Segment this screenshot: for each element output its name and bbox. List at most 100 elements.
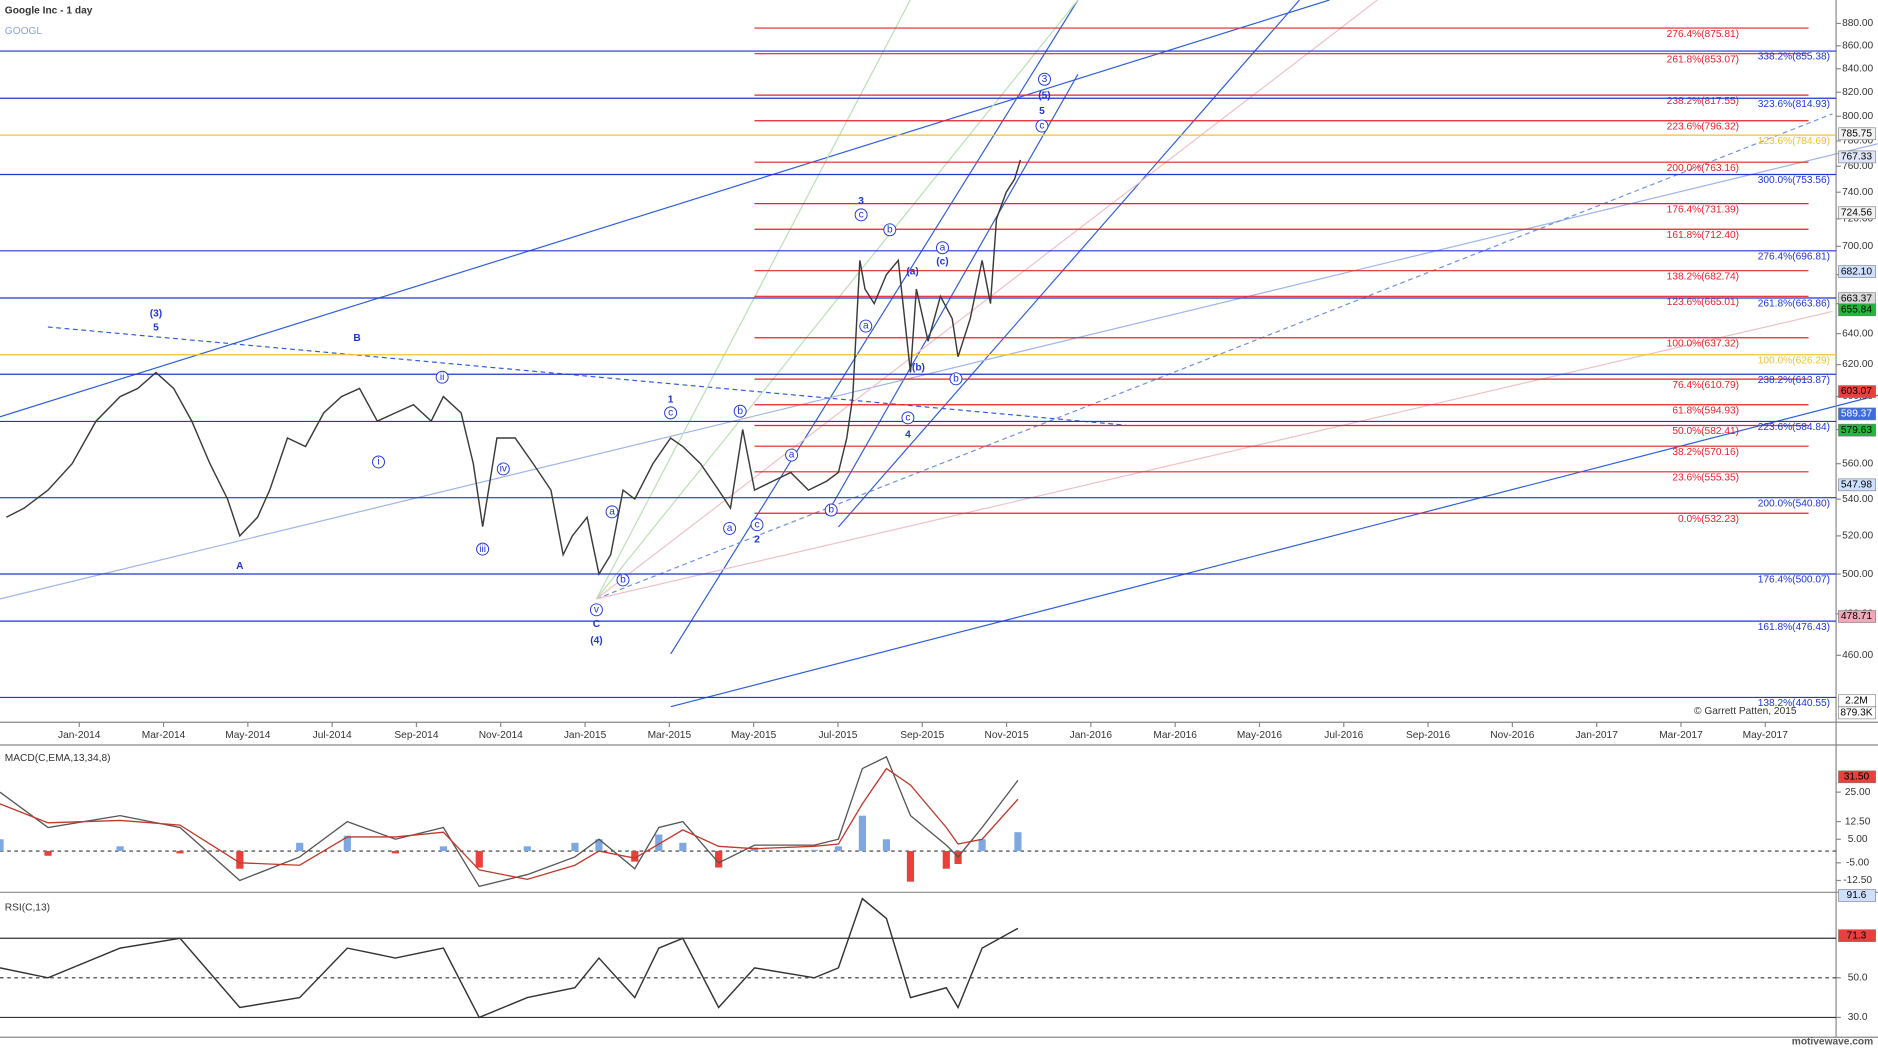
histogram-bar bbox=[116, 846, 124, 852]
wave-label: b bbox=[953, 373, 959, 384]
price-tag-label: 71.3 bbox=[1847, 930, 1867, 941]
fan-line bbox=[596, 0, 1378, 600]
site-credit: motivewave.com bbox=[1792, 1037, 1873, 1048]
y-tick-label: 540.00 bbox=[1842, 494, 1873, 505]
price-tag bbox=[1838, 610, 1876, 623]
wave-circle bbox=[496, 462, 510, 476]
histogram-bar bbox=[1014, 832, 1022, 852]
wave-circle bbox=[733, 404, 747, 418]
x-tick-label: Nov-2014 bbox=[479, 730, 523, 741]
y-tick-label: 560.00 bbox=[1842, 458, 1873, 469]
wave-label: C bbox=[593, 619, 601, 630]
y-tick-label: 760.00 bbox=[1842, 161, 1873, 172]
panel-title: MACD(C,EMA,13,34,8) bbox=[5, 753, 111, 764]
fib-label: 200.0%(763.16) bbox=[1667, 163, 1739, 174]
wave-label: a bbox=[863, 321, 869, 332]
y-tick-label: 840.00 bbox=[1842, 63, 1873, 74]
histogram-bar bbox=[978, 839, 986, 852]
y-tick-label: 820.00 bbox=[1842, 87, 1873, 98]
fib-label: 200.0%(540.80) bbox=[1758, 498, 1830, 509]
fib-label: 138.2%(440.55) bbox=[1758, 698, 1830, 709]
x-tick-label: May-2015 bbox=[731, 730, 777, 741]
fib-label: 50.0%(582.41) bbox=[1672, 426, 1739, 437]
wave-circle bbox=[854, 208, 868, 222]
wave-label: c bbox=[754, 519, 759, 530]
price-tag bbox=[1838, 929, 1876, 942]
trend-line bbox=[0, 143, 1878, 600]
x-tick-label: Jan-2015 bbox=[564, 730, 607, 741]
wave-circle bbox=[1038, 72, 1051, 86]
y-tick-label: 50.0 bbox=[1848, 973, 1868, 984]
fib-label: 161.8%(712.40) bbox=[1667, 230, 1739, 241]
fan-line bbox=[595, 0, 1079, 600]
wave-label: c bbox=[1039, 121, 1044, 132]
fib-label: 276.4%(875.81) bbox=[1667, 29, 1739, 40]
price-tag-label: 579.63 bbox=[1841, 425, 1872, 436]
fib-label: 100.0%(637.32) bbox=[1667, 338, 1739, 349]
volume-tag bbox=[1838, 706, 1876, 720]
histogram-bar bbox=[631, 851, 639, 862]
fan-line bbox=[596, 310, 1833, 600]
wave-label: 4 bbox=[905, 429, 911, 440]
fib-label: 238.2%(613.87) bbox=[1758, 375, 1830, 386]
macd-line bbox=[0, 755, 1019, 888]
wave-label: iii bbox=[479, 544, 486, 555]
y-tick-label: 800.00 bbox=[1842, 111, 1873, 122]
price-tag-label: 663.37 bbox=[1841, 293, 1872, 304]
y-tick-label: 30.0 bbox=[1848, 1012, 1868, 1023]
y-tick-label: -12.50 bbox=[1843, 875, 1872, 886]
x-tick-label: Jul-2016 bbox=[1324, 730, 1363, 741]
price-tag-label: 547.98 bbox=[1841, 480, 1872, 491]
wave-circle bbox=[723, 521, 737, 535]
wave-circle bbox=[476, 542, 490, 556]
x-tick-label: Jan-2016 bbox=[1070, 730, 1113, 741]
wave-circle bbox=[936, 241, 949, 255]
wave-label: 3 bbox=[858, 196, 864, 207]
x-tick-label: Mar-2017 bbox=[1659, 730, 1703, 741]
histogram-bar bbox=[571, 842, 579, 852]
price-tag-label: 31.50 bbox=[1844, 772, 1870, 783]
x-tick-label: Jan-2017 bbox=[1575, 730, 1618, 741]
histogram-bar bbox=[44, 851, 52, 856]
y-tick-label: 880.00 bbox=[1842, 18, 1873, 29]
wave-label: (b) bbox=[912, 362, 925, 373]
x-tick-label: Nov-2015 bbox=[985, 730, 1029, 741]
wave-label: c bbox=[668, 408, 673, 419]
wave-label: c bbox=[905, 413, 910, 424]
histogram-bar bbox=[882, 839, 891, 852]
wave-circle bbox=[949, 372, 963, 386]
fib-label: 176.4%(731.39) bbox=[1667, 204, 1739, 215]
fib-label: 38.2%(570.16) bbox=[1672, 447, 1739, 458]
macd-line bbox=[0, 767, 1019, 881]
fib-label: 100.0%(626.29) bbox=[1758, 355, 1830, 366]
fib-label: 0.0%(532.23) bbox=[1678, 514, 1739, 525]
wave-circle bbox=[589, 603, 603, 617]
histogram-bar bbox=[176, 851, 184, 854]
price-tag bbox=[1838, 265, 1876, 278]
histogram-bar bbox=[236, 851, 244, 869]
fib-label: 123.6%(665.01) bbox=[1667, 297, 1739, 308]
wave-label: 1 bbox=[668, 394, 674, 405]
price-tag-label: 655.84 bbox=[1841, 305, 1872, 316]
trend-line bbox=[837, 0, 1300, 528]
histogram-bar bbox=[391, 851, 399, 854]
wave-label: (5) bbox=[1038, 90, 1050, 101]
y-tick-label: 520.00 bbox=[1842, 531, 1873, 542]
wave-label: a bbox=[727, 523, 733, 534]
symbol: GOOGL bbox=[5, 26, 43, 37]
x-tick-label: Jan-2014 bbox=[58, 730, 101, 741]
trend-line bbox=[596, 113, 1833, 600]
wave-label: 2 bbox=[754, 534, 760, 545]
wave-circle bbox=[616, 573, 630, 587]
wave-circle bbox=[1035, 119, 1049, 133]
volume-tag-label: 879.3K bbox=[1840, 708, 1872, 719]
wave-label: (a) bbox=[906, 266, 918, 277]
wave-circle bbox=[664, 406, 678, 420]
x-tick-label: Sep-2014 bbox=[394, 730, 438, 741]
wave-label: a bbox=[940, 242, 946, 253]
wave-circle bbox=[901, 411, 915, 425]
trend-line bbox=[670, 394, 1878, 708]
wave-label: v bbox=[594, 605, 600, 616]
histogram-bar bbox=[475, 851, 483, 868]
wave-label: ii bbox=[440, 372, 445, 383]
